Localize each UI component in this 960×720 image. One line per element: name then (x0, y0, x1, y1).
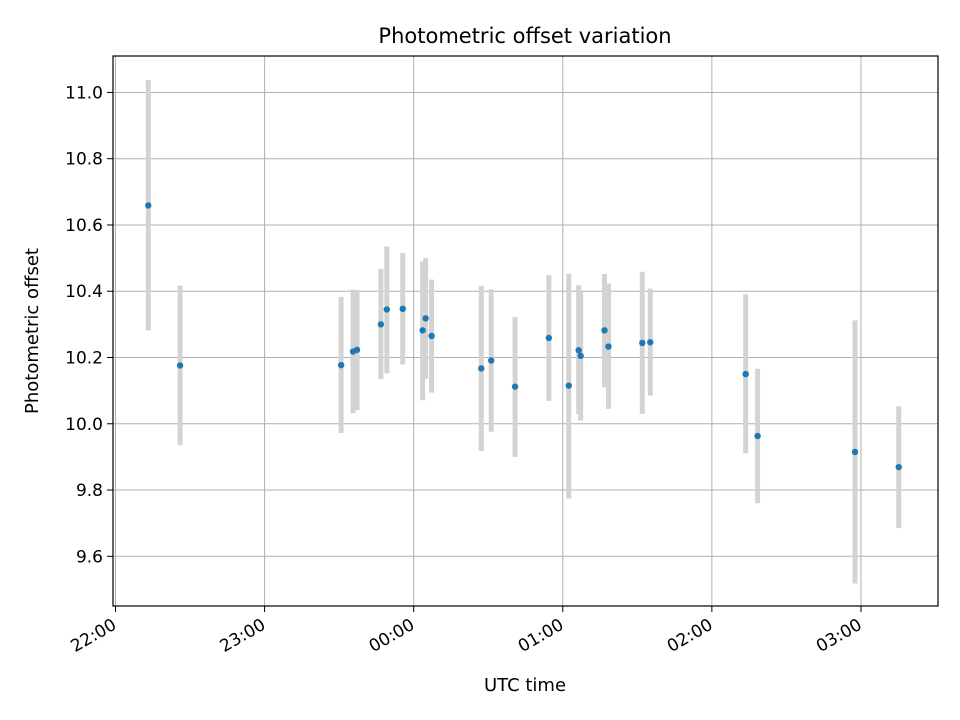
data-point (601, 327, 608, 334)
data-point (851, 448, 859, 456)
data-point (353, 346, 361, 354)
data-point (419, 327, 426, 334)
data-points (145, 202, 902, 471)
data-point (422, 315, 429, 322)
data-point (511, 383, 519, 390)
plot-frame (112, 55, 939, 607)
data-point (639, 339, 646, 347)
data-point (545, 334, 553, 342)
data-point (565, 382, 572, 389)
data-point (488, 357, 495, 364)
y-tick-label: 10.8 (65, 150, 103, 170)
chart-title: Photometric offset variation (378, 24, 671, 48)
data-point (377, 321, 385, 328)
data-point (478, 365, 485, 372)
data-point (176, 362, 184, 369)
data-point (337, 361, 345, 369)
y-tick-label: 9.8 (76, 481, 103, 501)
data-point (742, 370, 749, 378)
y-tick-label: 10.6 (65, 216, 103, 236)
y-axis: 9.6 9.8 10.0 10.2 10.4 10.6 10.8 11.0 (65, 83, 113, 567)
y-axis-title: Photometric offset (22, 248, 43, 414)
data-point (605, 343, 612, 350)
y-tick-label: 10.2 (65, 349, 103, 369)
data-point (428, 332, 435, 340)
data-point (577, 352, 584, 360)
y-tick-label: 9.6 (76, 547, 103, 567)
data-point (575, 347, 582, 354)
grid (113, 56, 938, 606)
y-tick-label: 11.0 (65, 83, 103, 103)
data-point (754, 432, 761, 440)
data-point (383, 306, 391, 313)
data-point (399, 305, 406, 313)
x-axis-title: UTC time (484, 675, 566, 696)
data-point (895, 463, 902, 471)
data-point (647, 339, 654, 346)
y-tick-label: 10.4 (65, 282, 103, 302)
data-point (145, 202, 152, 209)
y-tick-label: 10.0 (65, 415, 103, 435)
